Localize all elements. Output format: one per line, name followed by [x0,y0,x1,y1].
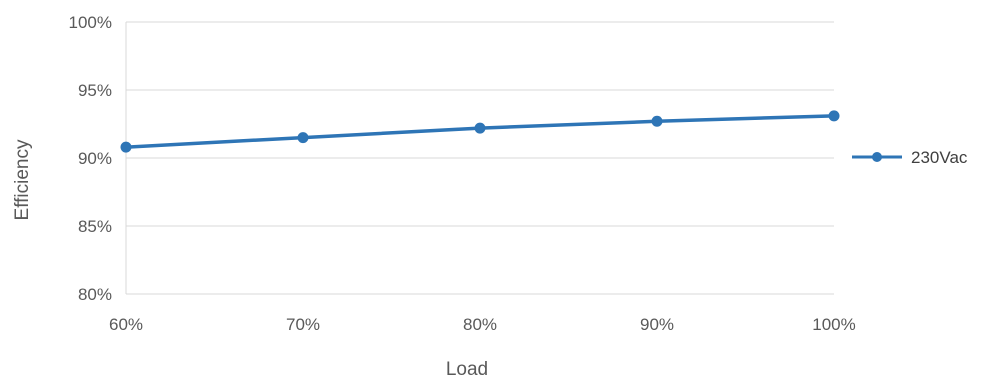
y-tick-label: 90% [78,149,112,168]
y-tick-label: 100% [69,13,112,32]
y-axis-ticks: 80% 85% 90% 95% 100% [69,13,112,304]
y-tick-label: 95% [78,81,112,100]
x-axis-title: Load [446,359,488,380]
y-tick-label: 85% [78,217,112,236]
x-tick-label: 90% [640,315,674,334]
y-axis-title: Efficiency [12,139,33,220]
x-tick-label: 100% [812,315,855,334]
data-point [651,115,663,127]
x-axis-ticks: 60% 70% 80% 90% 100% [109,315,856,334]
legend: 230Vac [852,148,968,167]
data-point [474,122,486,134]
series-layer [120,110,840,153]
legend-label-230vac: 230Vac [911,148,968,167]
gridlines [125,21,834,295]
x-tick-label: 60% [109,315,143,334]
y-tick-label: 80% [78,285,112,304]
x-tick-label: 80% [463,315,497,334]
data-point [828,110,840,122]
data-point [120,141,132,153]
x-tick-label: 70% [286,315,320,334]
legend-marker-230vac [872,152,882,162]
data-point [297,132,309,144]
